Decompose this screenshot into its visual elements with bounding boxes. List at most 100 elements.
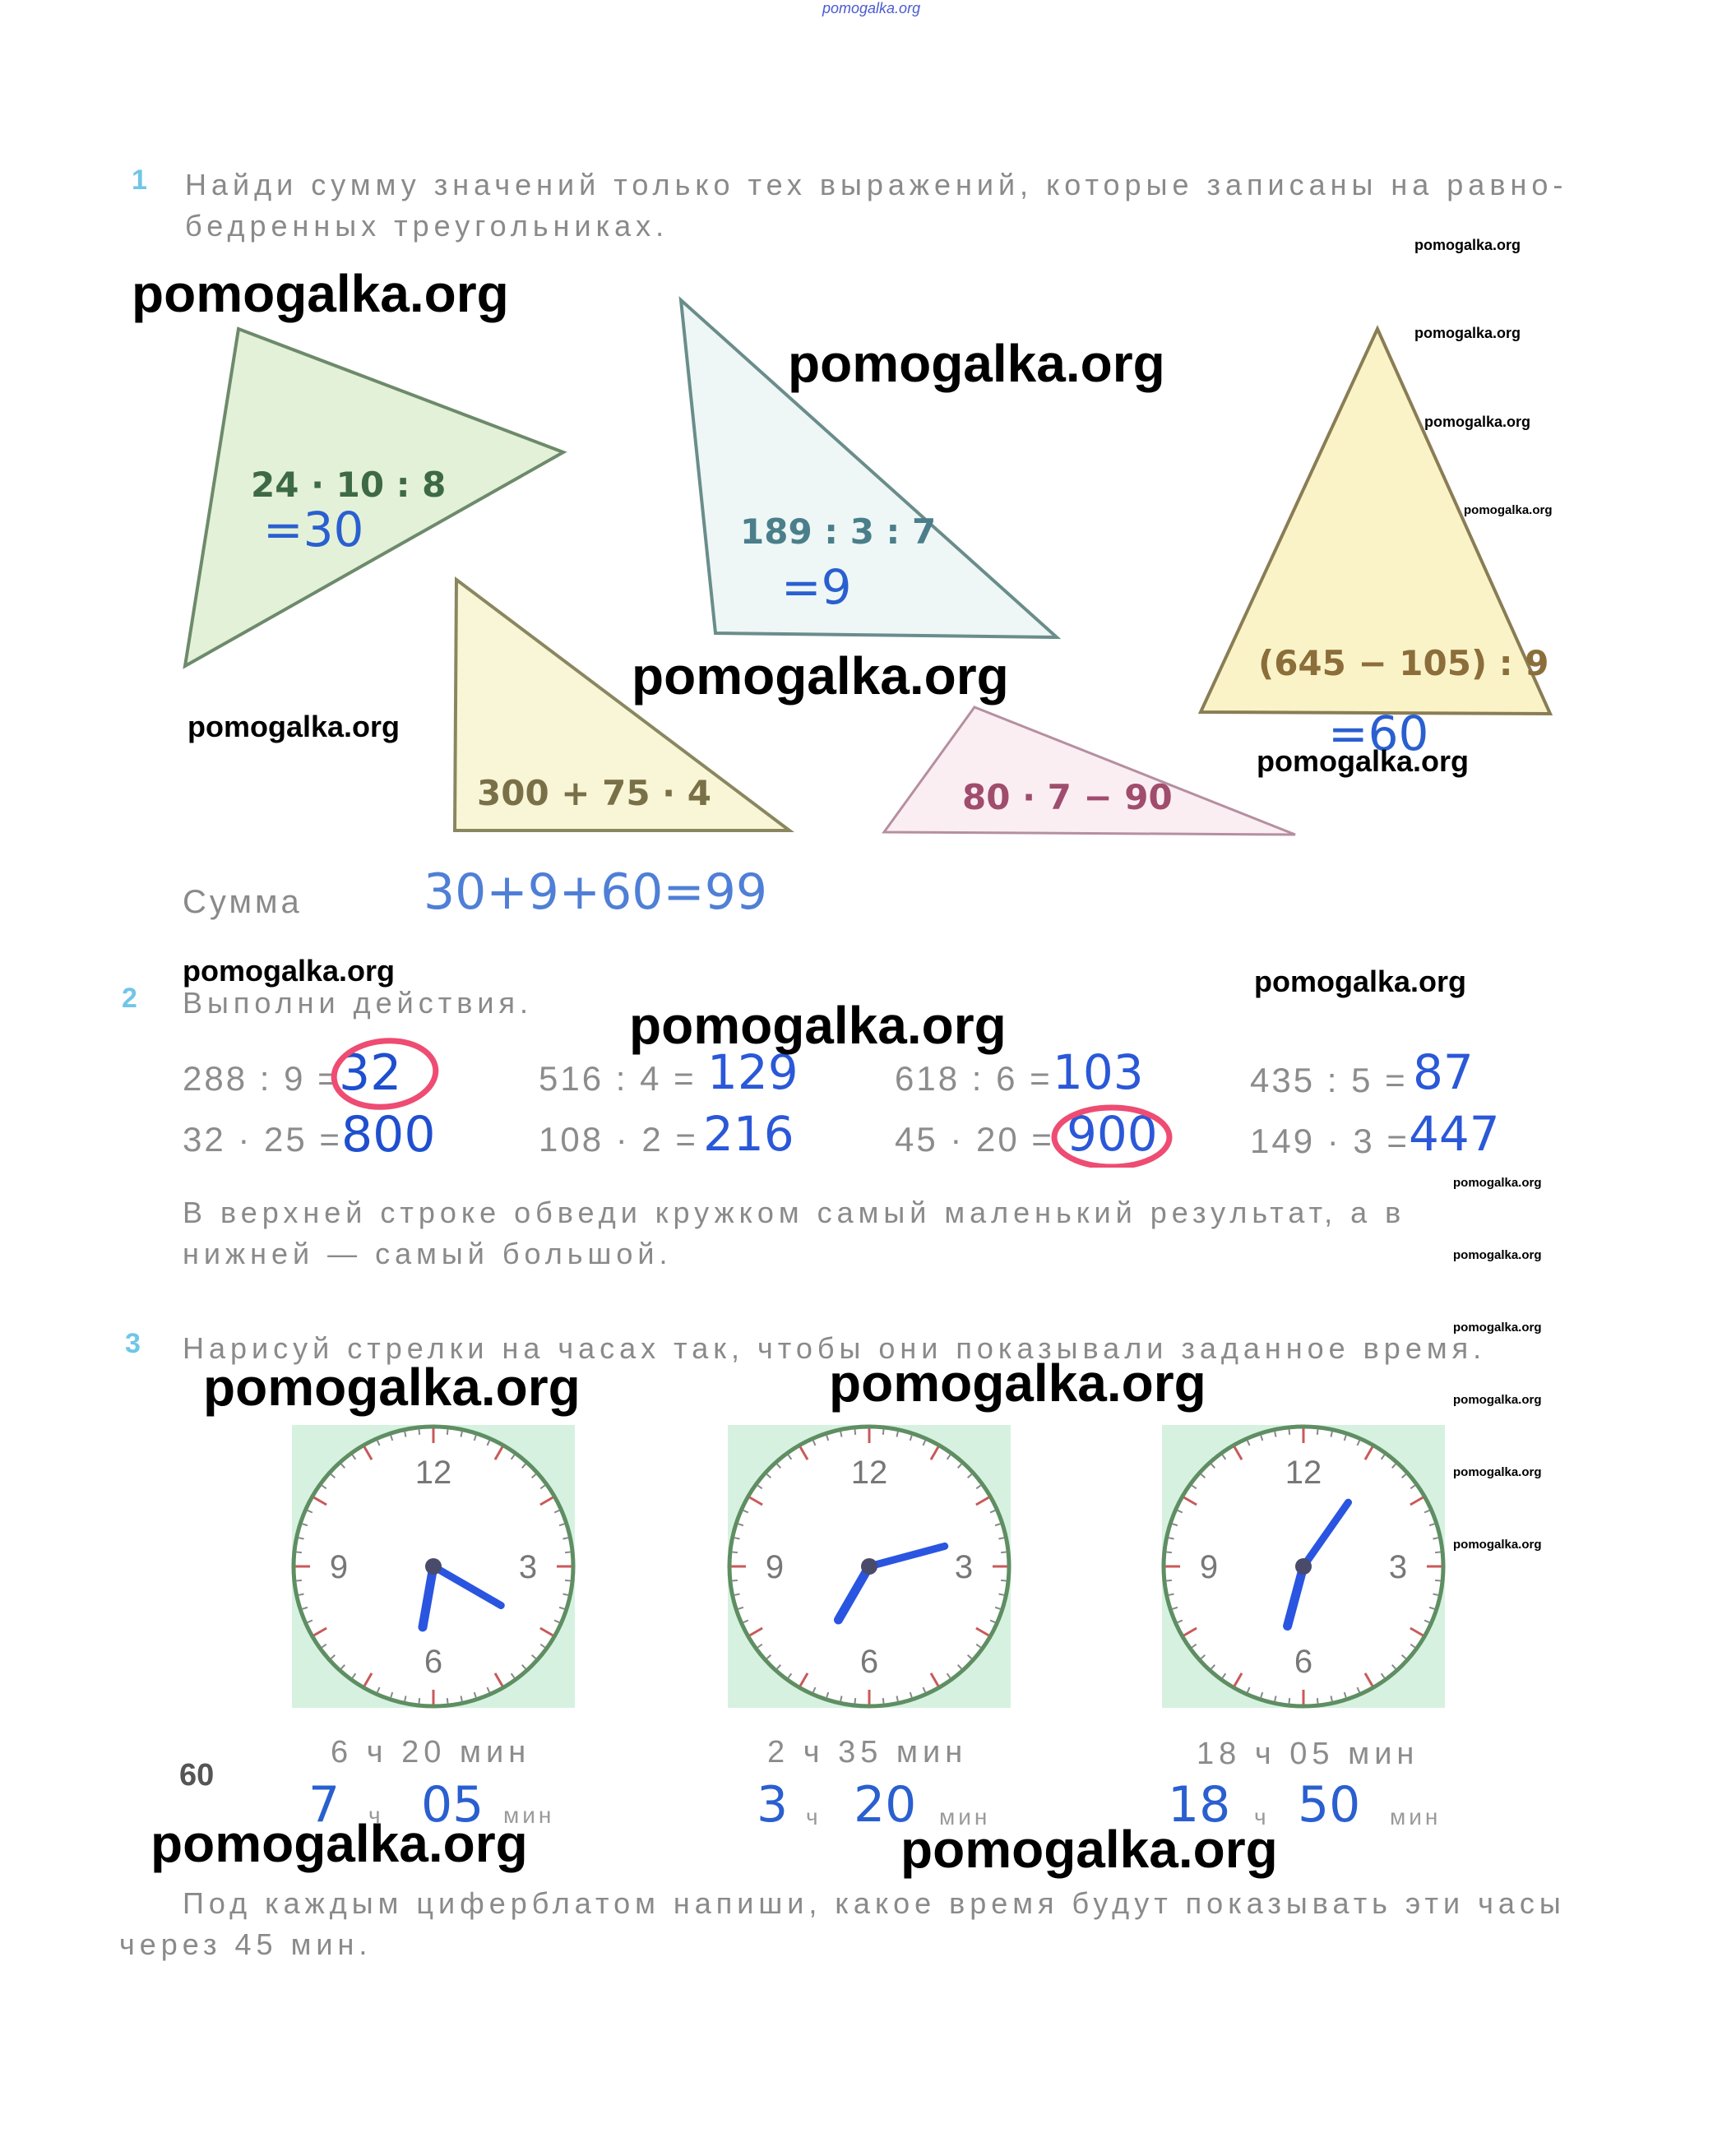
clock-tick bbox=[1246, 1686, 1251, 1693]
clock-3-given-h: 18 bbox=[1197, 1737, 1242, 1771]
watermark: pomogalka.org bbox=[1464, 503, 1553, 517]
clock-tick bbox=[390, 1434, 394, 1441]
clock-tick bbox=[812, 1686, 817, 1693]
clock-2-given: 2 ч 35 мин bbox=[767, 1735, 967, 1770]
clock-tick bbox=[929, 1672, 940, 1687]
clock-2-answer-m: 20 bbox=[854, 1776, 917, 1834]
clock-tick bbox=[1391, 1463, 1397, 1469]
triangle-2-expr: 189 : 3 : 7 bbox=[740, 511, 937, 552]
clock-tick bbox=[1424, 1509, 1430, 1514]
clock-center bbox=[425, 1558, 442, 1575]
watermark: pomogalka.org bbox=[1453, 1248, 1542, 1262]
clock-tick bbox=[966, 1473, 973, 1479]
clock-tick bbox=[363, 1446, 373, 1460]
clock-1-answer-unit-m: мин bbox=[503, 1802, 555, 1828]
task2-title: Выполни действия. bbox=[183, 986, 533, 1020]
clock-tick bbox=[1400, 1654, 1407, 1660]
task2-bottom-expr-2: 108 · 2 = bbox=[539, 1120, 698, 1159]
clock-tick bbox=[295, 1579, 302, 1582]
hour-hand bbox=[1283, 1561, 1308, 1631]
circle-max-bottom bbox=[1051, 1104, 1173, 1168]
clock-tick bbox=[975, 1626, 990, 1637]
clock-tick bbox=[922, 1440, 927, 1446]
clock-tick bbox=[493, 1446, 504, 1460]
triangle-4-expr: 300 + 75 · 4 bbox=[477, 773, 711, 813]
clock-center bbox=[1295, 1558, 1312, 1575]
clock-tick bbox=[743, 1509, 749, 1514]
task2-top-expr-3: 618 : 6 = bbox=[895, 1059, 1053, 1098]
clock-tick bbox=[1183, 1496, 1197, 1506]
triangle-2 bbox=[678, 296, 1062, 640]
clock-tick bbox=[1200, 1654, 1206, 1660]
hour-hand bbox=[834, 1561, 874, 1625]
clock-tick bbox=[775, 1663, 782, 1670]
clock-tick bbox=[363, 1672, 373, 1687]
clock-tick bbox=[446, 1698, 449, 1705]
clock-tick bbox=[787, 1454, 793, 1460]
watermark: pomogalka.org bbox=[629, 996, 1007, 1055]
clock-tick bbox=[994, 1523, 1002, 1527]
clock-number: 12 bbox=[1285, 1455, 1322, 1491]
minute-hand bbox=[865, 1542, 949, 1571]
clock-tick bbox=[473, 1434, 477, 1441]
clock-tick bbox=[766, 1654, 772, 1660]
task2-bottom-expr-4: 149 · 3 = bbox=[1250, 1122, 1410, 1160]
clock-tick bbox=[896, 1696, 899, 1702]
triangles-figure bbox=[183, 296, 1553, 836]
watermark: pomogalka.org bbox=[1414, 237, 1521, 253]
clock-tick bbox=[1428, 1606, 1436, 1610]
task3-number: 3 bbox=[125, 1328, 141, 1359]
clock-tick bbox=[1210, 1663, 1216, 1670]
clock-tick bbox=[330, 1473, 336, 1479]
watermark: pomogalka.org bbox=[1453, 1465, 1542, 1479]
clock-tick bbox=[946, 1454, 951, 1460]
clock-tick bbox=[1171, 1606, 1178, 1610]
clock-tick bbox=[757, 1484, 763, 1490]
clock-tick bbox=[1435, 1579, 1442, 1582]
task2-top-expr-1: 288 : 9 = bbox=[183, 1059, 340, 1098]
clock-tick bbox=[826, 1434, 830, 1441]
task2-note: В верхней строке обведи кружком самый ма… bbox=[183, 1192, 1581, 1275]
task1-text: Найди сумму значений только тех выражени… bbox=[185, 164, 1583, 247]
clock-2-unit-m: мин bbox=[896, 1735, 968, 1770]
clock-tick bbox=[737, 1523, 744, 1527]
watermark: pomogalka.org bbox=[632, 646, 1009, 706]
clock-tick bbox=[956, 1663, 963, 1670]
task1-number: 1 bbox=[132, 164, 147, 196]
clock-tick bbox=[1428, 1523, 1436, 1527]
clock-tick bbox=[909, 1691, 913, 1699]
clock-tick bbox=[390, 1691, 394, 1699]
clock-tick bbox=[312, 1626, 327, 1637]
clock-tick bbox=[473, 1691, 477, 1699]
minute-hand bbox=[429, 1562, 505, 1609]
circle-min-top bbox=[331, 1038, 439, 1110]
clock-tick bbox=[553, 1619, 560, 1624]
triangle-1-answer: =30 bbox=[263, 502, 364, 557]
clock-1-answer-m: 05 bbox=[421, 1776, 484, 1834]
clock-tick bbox=[946, 1672, 951, 1679]
clock-tick bbox=[748, 1626, 763, 1637]
task2-bottom-answer-4: 447 bbox=[1409, 1106, 1500, 1162]
clock-2-answer-unit-m: мин bbox=[939, 1804, 991, 1830]
clock-tick bbox=[539, 1496, 554, 1506]
clock-number: 9 bbox=[1200, 1549, 1218, 1585]
triangle-5 bbox=[882, 706, 1296, 836]
clock-number: 6 bbox=[1294, 1644, 1312, 1680]
watermark: pomogalka.org bbox=[187, 710, 400, 743]
clock-tick bbox=[1316, 1428, 1319, 1435]
clock-tick bbox=[486, 1440, 491, 1446]
clock-3-answer-unit-h: ч bbox=[1254, 1804, 1270, 1830]
clock-tick bbox=[922, 1686, 927, 1693]
clock-number: 3 bbox=[519, 1549, 537, 1585]
clock-tick bbox=[1410, 1484, 1416, 1490]
clock-1-given-m: 20 bbox=[401, 1735, 447, 1770]
clock-tick bbox=[1233, 1446, 1243, 1460]
task2-top-answer-4: 87 bbox=[1413, 1044, 1474, 1100]
clock-tick bbox=[1191, 1484, 1197, 1490]
clock-number: 12 bbox=[851, 1455, 888, 1491]
clock-tick bbox=[1410, 1496, 1424, 1506]
clock-number: 6 bbox=[860, 1644, 878, 1680]
clock-1: 12 3 6 9 bbox=[291, 1424, 576, 1709]
clock-tick bbox=[748, 1496, 763, 1506]
watermark: pomogalka.org bbox=[1453, 1176, 1542, 1190]
